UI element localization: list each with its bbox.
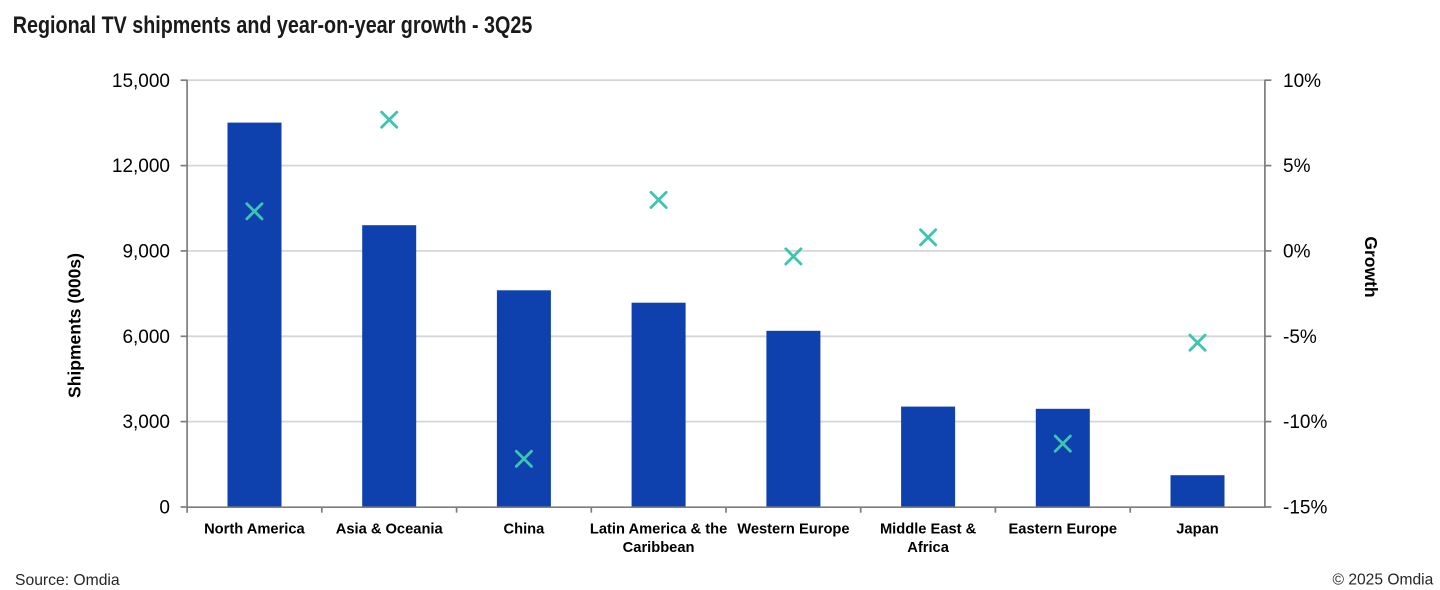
svg-text:-15%: -15% <box>1283 498 1327 519</box>
svg-text:© 2025 Omdia: © 2025 Omdia <box>1333 572 1434 589</box>
svg-text:9,000: 9,000 <box>122 242 170 263</box>
svg-text:China: China <box>503 522 545 538</box>
svg-text:Asia & Oceania: Asia & Oceania <box>336 522 444 538</box>
svg-text:Western Europe: Western Europe <box>737 522 849 538</box>
svg-text:Regional TV shipments and year: Regional TV shipments and year-on-year g… <box>13 12 533 39</box>
svg-text:Eastern Europe: Eastern Europe <box>1009 522 1118 538</box>
svg-text:0%: 0% <box>1283 242 1311 263</box>
svg-text:Japan: Japan <box>1176 522 1218 538</box>
svg-text:Middle East &: Middle East & <box>880 522 977 538</box>
svg-text:Growth: Growth <box>1361 236 1381 297</box>
svg-text:Latin America & the: Latin America & the <box>590 522 727 538</box>
svg-text:Source: Omdia: Source: Omdia <box>15 572 120 589</box>
svg-text:Africa: Africa <box>907 540 949 556</box>
svg-text:10%: 10% <box>1283 71 1321 92</box>
svg-text:-5%: -5% <box>1283 327 1317 348</box>
svg-text:0: 0 <box>159 498 170 519</box>
svg-text:5%: 5% <box>1283 156 1311 177</box>
svg-text:Shipments (000s): Shipments (000s) <box>65 253 85 398</box>
svg-text:3,000: 3,000 <box>122 412 170 433</box>
svg-text:-10%: -10% <box>1283 412 1327 433</box>
svg-text:6,000: 6,000 <box>122 327 170 348</box>
svg-text:Caribbean: Caribbean <box>623 540 695 556</box>
svg-text:12,000: 12,000 <box>112 156 170 177</box>
svg-text:15,000: 15,000 <box>112 71 170 92</box>
svg-text:North America: North America <box>204 522 305 538</box>
